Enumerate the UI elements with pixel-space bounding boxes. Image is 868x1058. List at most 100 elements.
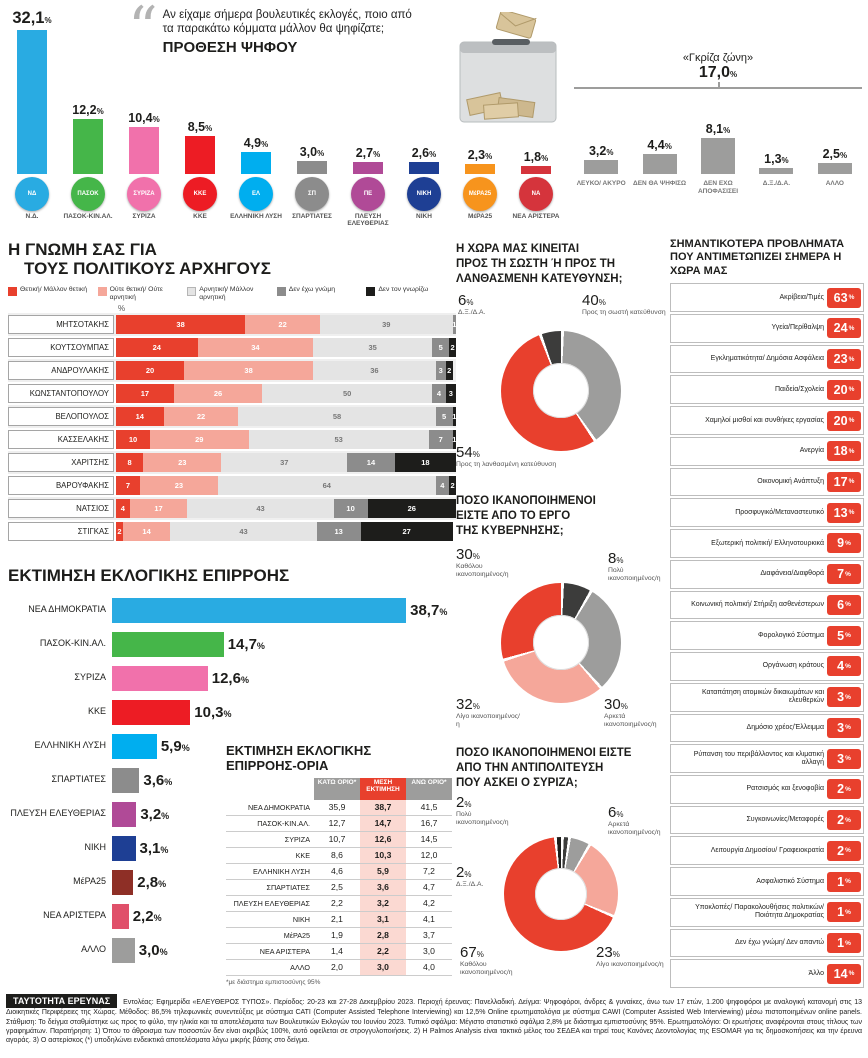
pie-slice-caption: Προς τη σωστή κατεύθυνση <box>582 308 666 316</box>
pie-slice-caption: Πολύ ικανοποιημένος/η <box>456 810 509 826</box>
party-bar <box>521 165 551 174</box>
party-logo-icon: ΕΛ <box>239 177 273 211</box>
pie-title-line: Η ΧΩΡΑ ΜΑΣ ΚΙΝΕΙΤΑΙ <box>456 243 580 255</box>
problem-value-badge: 3% <box>827 748 861 769</box>
estimation-value-label: 2,2% <box>133 908 162 925</box>
value-number: 4,4 <box>647 138 665 153</box>
value-number: 18 <box>833 444 848 459</box>
value-number: 6 <box>608 803 617 821</box>
pie-title-line: ΛΑΝΘΑΣΜΕΝΗ ΚΑΤΕΥΘΥΝΣΗ; <box>456 272 623 285</box>
leader-name: ΜΗΤΣΟΤΑΚΗΣ <box>8 314 114 334</box>
percent-sign: % <box>541 153 549 163</box>
limits-party-name: ΕΛΛΗΝΙΚΗ ΛΥΣΗ <box>226 864 314 880</box>
leader-bar-segment: 39 <box>319 314 453 334</box>
grey-zone-value: 17,0% <box>574 64 862 82</box>
limits-low-value: 10,7 <box>314 832 360 848</box>
party-slot: 2,7% ΠΕ ΠΛΕΥΣΗ ΕΛΕΥΘΕΡΙΑΣ <box>340 0 396 234</box>
problem-row: Συγκοινωνίες/Μεταφορές 2% <box>670 805 864 835</box>
problem-row: Καταπάτηση ατομικών δικαιωμάτων και ελευ… <box>670 682 864 712</box>
limits-high-value: 4,7 <box>406 880 452 896</box>
problem-value-badge: 13% <box>827 502 861 523</box>
legend-item: Ούτε θετική/ Ούτε αρνητική <box>97 286 188 302</box>
value-number: 2,2 <box>132 907 154 925</box>
estimation-row: ΑΛΛΟ 3,0% <box>8 933 456 967</box>
leader-bar-segment: 58 <box>238 406 436 426</box>
pie-slice-label: 2% Δ.Ξ./Δ.Α. <box>456 865 502 889</box>
percent-sign: % <box>845 539 851 547</box>
estimation-party-label: ΣΠΑΡΤΙΑΤΕΣ <box>51 774 106 785</box>
value-number: 3 <box>837 751 845 766</box>
leader-stacked-bar: 14 22 58 5 1 <box>116 406 456 426</box>
grey-zone-slot: 2,5% ΑΛΛΟ <box>806 0 864 234</box>
limits-footnote: *με διάστημα εμπιστοσύνης 95% <box>226 978 321 986</box>
leader-name: ΚΩΝΣΤΑΝΤΟΠΟΥΛΟΥ <box>8 383 114 403</box>
pie-slice-label: 54% Προς τη λανθασμένη κατεύθυνση <box>456 445 561 469</box>
party-slot: 4,9% ΕΛ ΕΛΛΗΝΙΚΗ ΛΥΣΗ <box>228 0 284 234</box>
leader-bar-segment: 14 <box>122 521 171 541</box>
legend-swatch <box>187 287 197 297</box>
pie-slice-value: 2% <box>456 795 516 810</box>
pie-slice-caption: Αρκετά ικανοποιημένος/η <box>608 820 661 836</box>
problem-label: Υγεία/Περίθαλψη <box>771 324 824 332</box>
leader-bar-segment: 24 <box>116 337 198 357</box>
donut-hole <box>533 615 589 671</box>
value-number: 32,1 <box>12 8 45 27</box>
problem-value-badge: 20% <box>827 379 861 400</box>
problem-label: Κοινωνική πολιτική/ Στήριξη ασθενέστερων <box>691 601 824 609</box>
grey-zone-bar <box>642 154 677 174</box>
leader-row: ΒΕΛΟΠΟΥΛΟΣ 14 22 58 5 1 <box>8 404 456 428</box>
leader-bar-segment: 18 <box>394 452 456 472</box>
leader-bar-segment: 27 <box>360 521 453 541</box>
value-number: 8,1 <box>705 121 724 136</box>
limits-low-value: 1,9 <box>314 928 360 944</box>
country-problems-section: ΣΗΜΑΝΤΙΚΟΤΕΡΑ ΠΡΟΒΛΗΜΑΤΑ ΠΟΥ ΑΝΤΙΜΕΤΩΠΙΖ… <box>670 238 864 989</box>
leader-name: ΝΑΤΣΙΟΣ <box>8 498 114 518</box>
percent-sign: % <box>848 386 855 394</box>
estimation-bar <box>112 597 407 623</box>
problem-label: Φορολογικό Σύστημα <box>757 631 824 639</box>
party-footer: ΜέΡΑ25 ΜέΡΑ25 <box>452 174 508 234</box>
party-bar <box>185 135 215 174</box>
leader-bar-segment: 26 <box>367 498 456 518</box>
limits-row: ΚΚΕ 8,6 10,3 12,0 <box>226 847 452 864</box>
leader-name: ΣΤΙΓΚΑΣ <box>8 521 114 541</box>
problem-value-badge: 20% <box>827 410 861 431</box>
value-number: 67 <box>460 943 477 961</box>
estimation-party-label: ΠΑΣΟΚ-ΚΙΝ.ΑΛ. <box>39 638 106 649</box>
leader-name: ΒΑΡΟΥΦΑΚΗΣ <box>8 475 114 495</box>
problem-value-badge: 1% <box>827 902 861 923</box>
estimation-value-label: 2,8% <box>137 874 166 891</box>
party-logo-icon: ΚΚΕ <box>183 177 217 211</box>
problem-row: Οικονομική Ανάπτυξη 17% <box>670 467 864 497</box>
problem-row: Παιδεία/Σχολεία 20% <box>670 375 864 405</box>
limits-mid-value: 2,2 <box>360 943 406 960</box>
party-name-label: ΜέΡΑ25 <box>467 213 493 220</box>
percent-sign: % <box>317 148 325 158</box>
problem-value-badge: 3% <box>827 717 861 738</box>
influence-limits-table: ΕΚΤΙΜΗΣΗ ΕΚΛΟΓΙΚΗΣ ΕΠΙΡΡΟΗΣ-ΟΡΙΑ ΚΑΤΩ ΟΡ… <box>226 743 452 986</box>
leader-name: ΚΟΥΤΣΟΥΜΠΑΣ <box>8 337 114 357</box>
leader-stacked-bar: 2 14 43 13 27 <box>116 521 456 541</box>
value-number: 2,6 <box>411 146 430 161</box>
leader-bar-segment: 14 <box>116 406 164 426</box>
limits-high-value: 3,7 <box>406 928 452 944</box>
party-slot: 10,4% ΣΥΡΙΖΑ ΣΥΡΙΖΑ <box>116 0 172 234</box>
party-footer: ΣΠ ΣΠΑΡΤΙΑΤΕΣ <box>284 174 340 234</box>
problem-value-badge: 6% <box>827 594 861 615</box>
limits-row: ΠΛΕΥΣΗ ΕΛΕΥΘΕΡΙΑΣ 2,2 3,2 4,2 <box>226 895 452 912</box>
grey-zone-value-label: 1,3% <box>764 152 789 166</box>
limits-mid-value: 12,6 <box>360 831 406 848</box>
estimation-party-label: ΚΚΕ <box>87 706 106 717</box>
estimation-title: ΕΚΤΙΜΗΣΗ ΕΚΛΟΓΙΚΗΣ ΕΠΙΡΡΟΗΣ <box>8 566 290 585</box>
donut-hole <box>534 867 588 921</box>
limits-row: ΜέΡΑ25 1,9 2,8 3,7 <box>226 927 452 944</box>
value-number: 2,7 <box>355 145 374 160</box>
percent-sign: % <box>612 949 620 959</box>
leader-bar-segment: 17 <box>129 498 188 518</box>
party-value-label: 2,3% <box>468 148 493 162</box>
problem-value-badge: 5% <box>827 625 861 646</box>
estimation-value-label: 3,0% <box>139 942 168 959</box>
limits-low-value: 1,4 <box>314 944 360 960</box>
leader-bar-segment: 38 <box>116 314 246 334</box>
percent-sign: % <box>848 294 855 302</box>
